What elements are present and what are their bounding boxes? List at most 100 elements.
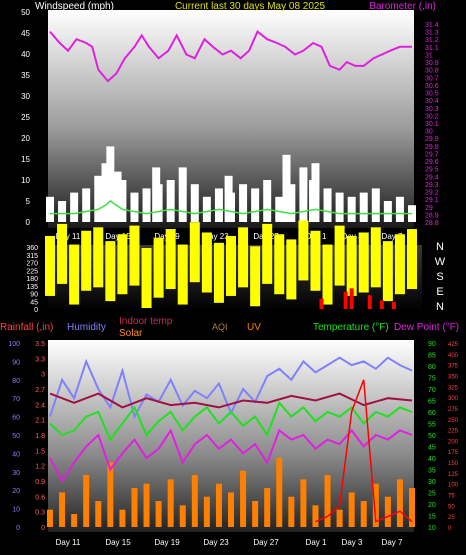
wind-direction-mark [274,234,285,295]
solar-bar [47,509,53,527]
wind-direction-mark [201,232,212,293]
humidity-y-tick: 90 [12,359,20,366]
wind-direction-mark [177,244,188,305]
wind-direction-mark [298,220,309,281]
dew-point-line [49,428,413,483]
solar-bar [143,483,150,527]
barometer-y-ticks: 28.828.92929.129.229.329.429.529.629.729… [425,22,439,227]
barometer-axis-label: Barometer (,in) [369,1,436,12]
barometer-y-tick: 30.1 [425,121,439,128]
humidity-y-tick: 60 [12,415,20,422]
humidity-y-tick: 100 [8,341,20,348]
wind-direction-mark [165,229,176,290]
direction-y-tick: 360 [26,245,38,252]
wind-gust-bar [347,196,356,222]
solar-y-tick: 425 [448,342,459,348]
barometer-y-tick: 29.1 [425,197,439,204]
rain-y-tick: 3.3 [35,356,45,363]
solar-bar [167,479,174,527]
wind-direction-mark [117,234,128,295]
solar-bar [71,514,78,527]
barometer-y-tick: 30.5 [425,91,439,98]
uv-label: UV [247,322,261,333]
wind-gust-bar [70,192,79,222]
barometer-y-tick: 29 [425,205,433,212]
panel3-x-tick: Day 19 [154,538,180,547]
solar-y-tick: 100 [448,483,459,489]
wind-gust-bar [287,184,296,222]
wind-direction-mark [322,244,333,305]
wind-gust-bar [383,201,392,222]
wind-y-tick: 25 [21,113,30,122]
wind-direction-mark [262,223,273,284]
solar-bar [191,475,198,527]
wind-direction-mark [334,225,345,286]
solar-bar [396,479,403,527]
direction-letter: N [436,301,444,313]
solar-bar [203,496,210,527]
wind-gust-bar [166,180,175,222]
solar-bar [119,509,126,527]
direction-y-tick: 225 [26,268,38,275]
wind-gust-bar [82,188,91,222]
barometer-y-tick: 31.4 [425,22,439,29]
wind-y-tick: 50 [21,8,30,17]
barometer-y-tick: 31.3 [425,30,439,37]
direction-letter: S [436,271,443,283]
wind-y-tick: 35 [21,71,30,80]
rainfall-line [315,379,413,523]
wind-gust-bar [190,184,199,222]
barometer-y-tick: 29.2 [425,190,439,197]
barometer-line [49,30,412,83]
temperature-y-tick: 70 [428,387,436,394]
barometer-y-tick: 30 [425,129,433,136]
wind-direction-mark [370,227,381,288]
barometer-y-tick: 29.4 [425,174,439,181]
temperature-y-tick: 75 [428,376,436,383]
solar-bar [300,479,307,527]
solar-y-tick: 400 [448,353,459,359]
aqi-label: AQI [212,322,228,332]
wind-direction-mark [129,225,140,286]
solar-bar [252,501,259,527]
solar-bar [384,496,391,527]
direction-y-tick: 45 [30,299,38,306]
direction-y-tick: 135 [26,284,38,291]
solar-y-tick: 75 [448,494,455,500]
solar-y-tick: 175 [448,450,459,456]
temperature-y-tick: 10 [428,525,436,532]
wind-direction-mark [213,242,224,303]
barometer-y-tick: 31.2 [425,37,439,44]
wind-direction-mark [250,246,261,307]
temperature-y-tick: 90 [428,341,436,348]
solar-bar [372,483,379,527]
temperature-y-tick: 50 [428,433,436,440]
direction-y-tick: 0 [34,307,38,314]
temperature-y-tick: 65 [428,399,436,406]
solar-y-tick: 375 [448,364,459,370]
panel3-x-tick: Day 11 [56,538,81,547]
solar-bar [107,462,114,527]
wind-direction-mark [358,232,369,293]
wind-direction-mark [93,227,104,288]
solar-bar [215,483,222,527]
wind-direction-mark [394,234,405,295]
wind-direction-mark [69,244,80,305]
wind-y-tick: 20 [21,134,30,143]
humidity-y-tick: 30 [12,470,20,477]
temperature-y-tick: 15 [428,514,436,521]
solar-bar [276,457,283,527]
wind-axis-label: Windspeed (mph) [35,1,114,12]
barometer-y-tick: 30.4 [425,98,439,105]
solar-bar [312,505,319,527]
wind-gust-bar [227,192,235,222]
rain-y-tick: 1.5 [35,448,45,455]
panel3-x-tick: Day 3 [342,538,363,547]
wind-gust-bar [282,154,291,222]
wind-direction-mark [226,235,236,296]
wind-barometer-series [46,30,416,222]
wind-direction-mark [153,237,164,298]
wind-direction-red-mark [391,302,396,309]
temperature-y-tick: 30 [428,479,436,486]
